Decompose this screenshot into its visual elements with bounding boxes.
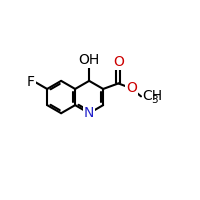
Text: OH: OH [79, 53, 100, 67]
Text: O: O [113, 55, 124, 69]
Text: F: F [27, 75, 35, 89]
Text: CH: CH [142, 89, 162, 103]
Text: O: O [126, 81, 137, 95]
Text: 3: 3 [151, 95, 158, 105]
Text: N: N [84, 106, 94, 120]
